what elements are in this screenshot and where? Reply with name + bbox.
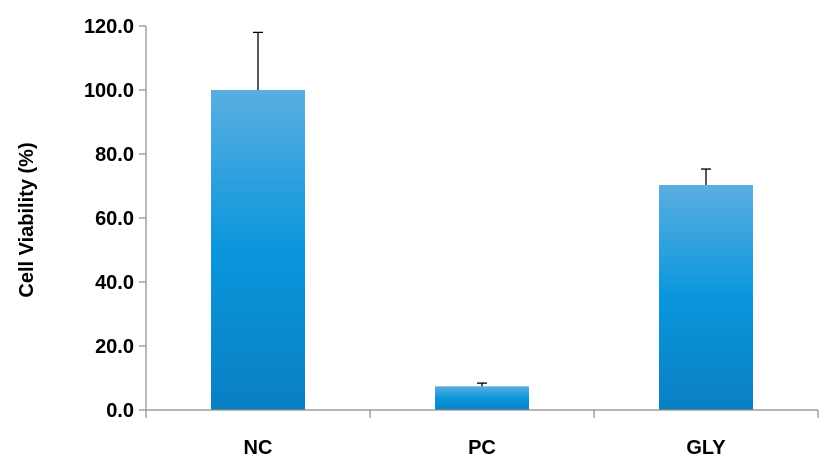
bar-pc [435,386,529,410]
x-category-label: GLY [686,437,726,458]
y-ticks-group: 0.0 20.0 40.0 60.0 80.0 100.0 120.0 [84,16,146,422]
y-tick-label: 20.0 [95,336,134,358]
error-bars-group [253,31,711,387]
bar-gly [659,185,753,410]
bar-nc [211,90,305,410]
y-tick-label: 120.0 [84,16,134,38]
x-category-label: PC [468,437,496,458]
y-tick-label: 60.0 [95,208,134,230]
bars-group [211,90,753,410]
y-axis-title: Cell Viability (%) [16,142,38,297]
y-tick-label: 0.0 [106,400,134,422]
y-tick-label: 100.0 [84,80,134,102]
x-category-label: NC [244,437,273,458]
y-tick-label: 80.0 [95,144,134,166]
y-tick-label: 40.0 [95,272,134,294]
x-ticks-group: NC PC GLY [145,410,819,458]
